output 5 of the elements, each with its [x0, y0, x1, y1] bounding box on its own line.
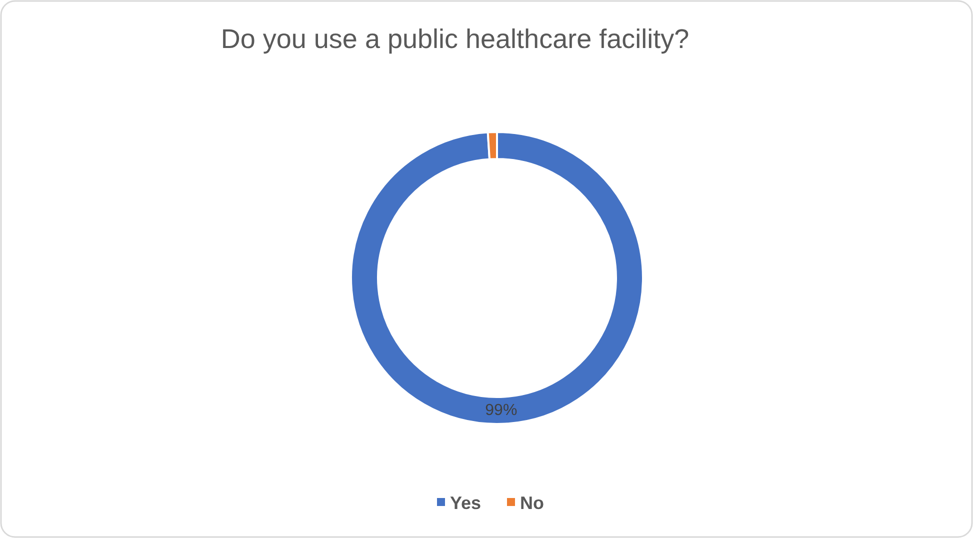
legend-label: No [520, 493, 544, 513]
donut-slice [350, 131, 644, 425]
chart-title: Do you use a public healthcare facility? [220, 24, 690, 54]
legend-label: Yes [450, 493, 482, 513]
data-label: 99% [485, 402, 518, 419]
